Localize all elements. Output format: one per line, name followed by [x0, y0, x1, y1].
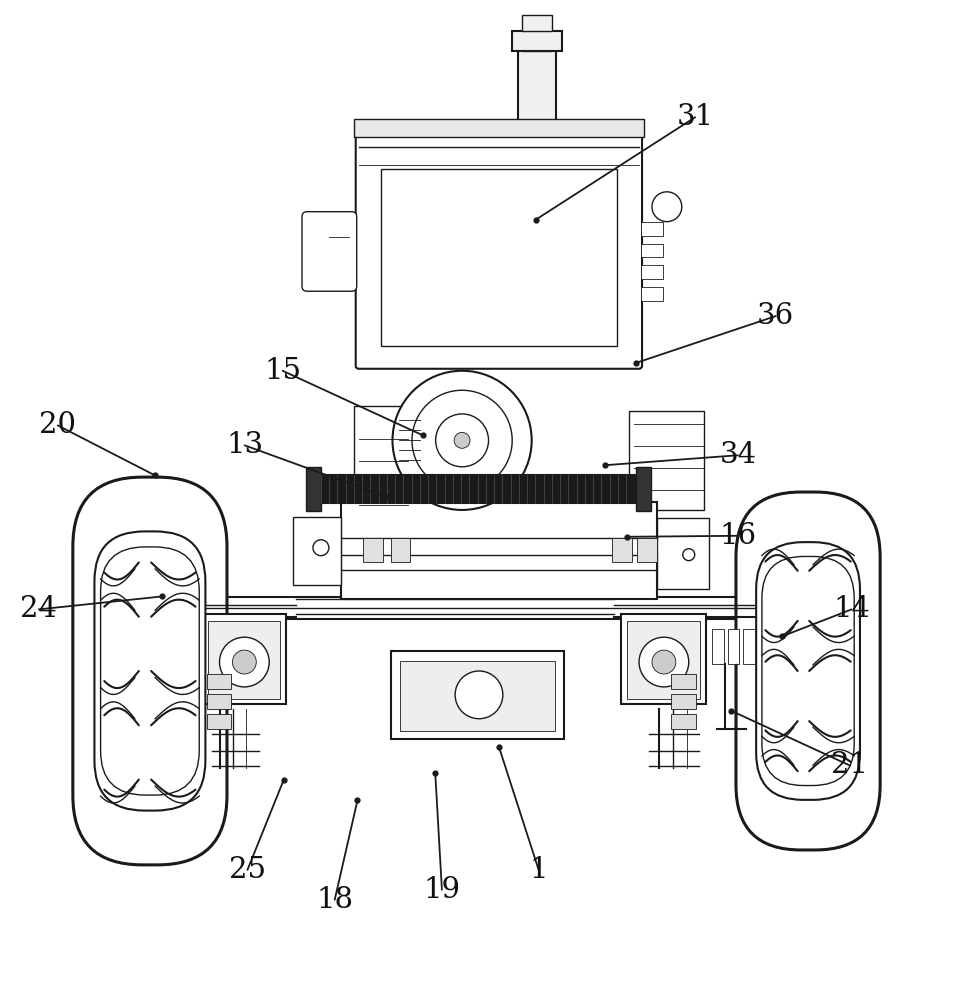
Bar: [306, 467, 320, 511]
Bar: [640, 265, 662, 279]
Bar: [362, 538, 382, 562]
Bar: [207, 674, 232, 689]
Bar: [657, 518, 708, 589]
Bar: [201, 614, 286, 704]
Bar: [742, 629, 755, 664]
Text: 18: 18: [315, 886, 353, 914]
Bar: [511, 31, 561, 51]
Circle shape: [412, 390, 512, 490]
Circle shape: [313, 540, 329, 556]
Bar: [354, 119, 643, 137]
Text: 25: 25: [229, 856, 266, 884]
Bar: [628, 411, 703, 510]
Text: 13: 13: [226, 431, 263, 459]
Text: 24: 24: [20, 595, 57, 623]
Bar: [612, 538, 632, 562]
Bar: [517, 43, 555, 132]
Bar: [620, 614, 705, 704]
Bar: [400, 661, 554, 731]
Bar: [340, 502, 657, 599]
Text: 14: 14: [832, 595, 869, 623]
FancyBboxPatch shape: [100, 547, 199, 795]
FancyBboxPatch shape: [735, 492, 880, 850]
Text: 1: 1: [529, 856, 547, 884]
Bar: [637, 538, 657, 562]
Circle shape: [639, 637, 688, 687]
Bar: [670, 714, 695, 729]
Bar: [208, 621, 280, 699]
Bar: [207, 714, 232, 729]
Text: 34: 34: [719, 441, 756, 469]
Circle shape: [455, 671, 502, 719]
Circle shape: [436, 414, 488, 467]
Bar: [380, 169, 617, 346]
Bar: [626, 621, 699, 699]
Bar: [640, 244, 662, 257]
Text: 31: 31: [676, 103, 713, 131]
Bar: [670, 694, 695, 709]
FancyBboxPatch shape: [94, 531, 205, 811]
FancyBboxPatch shape: [761, 556, 853, 786]
Text: 19: 19: [423, 876, 460, 904]
Bar: [354, 406, 413, 525]
Text: 21: 21: [830, 751, 867, 779]
Text: 15: 15: [264, 357, 301, 385]
Bar: [207, 694, 232, 709]
Circle shape: [651, 650, 675, 674]
Bar: [640, 222, 662, 236]
Bar: [670, 674, 695, 689]
Circle shape: [392, 371, 531, 510]
Text: 16: 16: [719, 522, 756, 550]
Bar: [521, 15, 551, 31]
FancyBboxPatch shape: [302, 212, 356, 291]
Bar: [636, 467, 650, 511]
Bar: [390, 651, 564, 739]
FancyBboxPatch shape: [756, 542, 859, 800]
Bar: [156, 597, 797, 619]
Circle shape: [233, 650, 256, 674]
Bar: [293, 517, 340, 585]
FancyBboxPatch shape: [72, 477, 227, 865]
Circle shape: [651, 192, 681, 222]
Bar: [640, 287, 662, 301]
Circle shape: [454, 432, 470, 448]
Bar: [727, 629, 739, 664]
Bar: [315, 475, 636, 503]
FancyBboxPatch shape: [355, 124, 641, 369]
Bar: [711, 629, 722, 664]
Circle shape: [682, 549, 694, 561]
Circle shape: [219, 637, 269, 687]
Text: 20: 20: [39, 411, 76, 439]
Text: 36: 36: [757, 302, 794, 330]
Bar: [390, 538, 410, 562]
